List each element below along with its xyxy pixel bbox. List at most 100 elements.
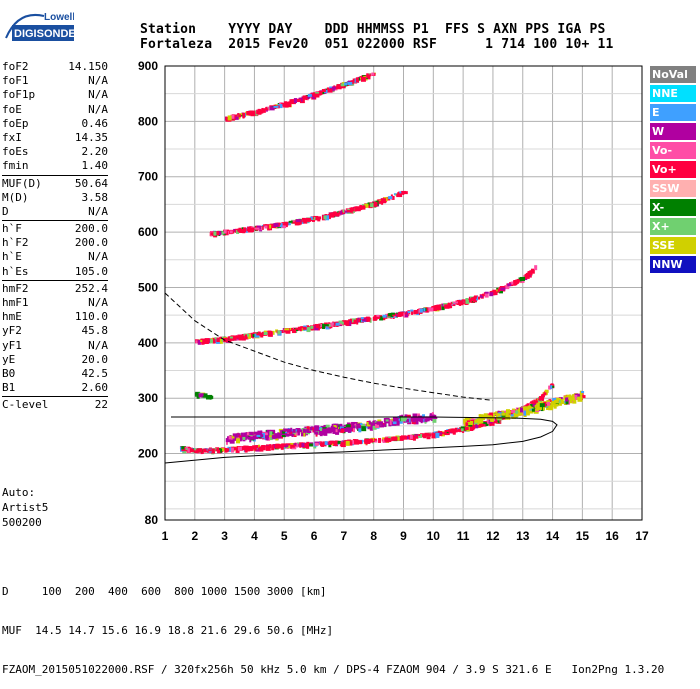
- echo-point: [428, 307, 434, 312]
- echo-point: [473, 424, 477, 428]
- echo-point: [321, 91, 325, 95]
- echo-point: [370, 423, 375, 427]
- echo-point: [409, 434, 413, 439]
- echo-point: [333, 425, 337, 428]
- echo-point: [245, 435, 248, 439]
- echo-point: [414, 435, 418, 439]
- echo-point: [373, 201, 378, 207]
- echo-point: [361, 423, 366, 428]
- echo-point: [286, 428, 291, 433]
- echo-point: [422, 433, 427, 438]
- echo-point: [378, 437, 382, 443]
- auto-scaler-info: Auto: Artist5 500200: [2, 485, 48, 530]
- x-tick-label: 16: [606, 529, 620, 543]
- echo-point: [260, 225, 264, 230]
- echo-point: [309, 216, 313, 220]
- echo-point: [340, 442, 346, 448]
- param-row: foEs 2.20: [2, 145, 108, 159]
- echo-point: [330, 322, 334, 327]
- echo-point: [273, 105, 279, 108]
- echo-point: [367, 202, 370, 206]
- echo-point: [251, 446, 254, 451]
- param-row: h`F2 200.0: [2, 236, 108, 250]
- echo-point: [498, 412, 504, 418]
- x-tick-label: 1: [162, 529, 169, 543]
- echo-point: [480, 415, 484, 418]
- echo-point: [290, 99, 295, 102]
- echo-point: [238, 114, 242, 118]
- echo-point: [272, 430, 276, 433]
- echo-point: [300, 429, 304, 434]
- echo-point: [342, 426, 346, 429]
- echo-point: [375, 423, 380, 428]
- param-label: h`E: [2, 250, 22, 264]
- param-label: h`F: [2, 222, 22, 236]
- echo-point: [343, 440, 347, 445]
- echo-point: [277, 330, 281, 335]
- echo-point: [441, 305, 445, 311]
- echo-point: [559, 399, 564, 405]
- x-tick-label: 8: [370, 529, 377, 543]
- param-label: foEs: [2, 145, 29, 159]
- echo-point: [397, 313, 402, 317]
- echo-point: [364, 203, 369, 208]
- echo-point: [381, 316, 386, 321]
- echo-point: [431, 433, 437, 439]
- echo-point: [308, 443, 313, 447]
- x-tick-label: 10: [427, 529, 441, 543]
- echo-point: [289, 442, 295, 446]
- echo-point: [240, 432, 244, 437]
- echo-point: [282, 223, 287, 226]
- echo-point: [237, 228, 241, 232]
- param-label: B0: [2, 366, 16, 380]
- echo-point: [265, 445, 271, 451]
- echo-point: [382, 314, 387, 318]
- param-value: 200.0: [74, 222, 108, 236]
- echo-point: [354, 439, 360, 445]
- echo-point: [546, 400, 551, 404]
- echo-point: [530, 269, 535, 274]
- param-row: B0 42.5: [2, 367, 108, 381]
- param-row: hmF2 252.4: [2, 282, 108, 296]
- echo-point: [497, 411, 502, 414]
- param-separator: [2, 279, 108, 281]
- echo-point: [525, 404, 530, 408]
- trace-o-trace-2nd-hop: [195, 265, 538, 345]
- echo-point: [535, 407, 539, 411]
- echo-point: [236, 229, 240, 234]
- echo-point: [566, 397, 571, 401]
- param-value: 22: [94, 398, 108, 412]
- echo-point: [476, 296, 481, 300]
- echo-point: [247, 227, 253, 233]
- x-tick-label: 6: [311, 529, 318, 543]
- echo-point: [255, 445, 259, 449]
- x-tick-label: 3: [221, 529, 228, 543]
- echo-point: [247, 333, 251, 339]
- param-value: N/A: [88, 88, 108, 102]
- echo-point: [347, 422, 351, 425]
- echo-point: [360, 76, 366, 82]
- echo-point: [302, 218, 305, 223]
- echo-point: [404, 312, 408, 318]
- echo-point: [388, 313, 392, 317]
- echo-point: [581, 395, 586, 399]
- echo-point: [297, 98, 302, 102]
- param-row: yF2 45.8: [2, 324, 108, 338]
- echo-point: [504, 285, 510, 290]
- echo-point: [372, 425, 377, 430]
- y-tick-label: 80: [145, 513, 159, 527]
- echo-point: [431, 412, 434, 416]
- echo-point: [345, 320, 350, 326]
- echo-point: [548, 404, 553, 409]
- echo-point: [339, 423, 343, 427]
- param-label: h`F2: [2, 236, 29, 250]
- echo-point: [485, 421, 489, 426]
- echo-point: [243, 227, 247, 233]
- echo-point: [552, 397, 557, 401]
- echo-point: [253, 431, 258, 435]
- echo-point: [544, 389, 549, 393]
- footer-muf-row: MUF 14.5 14.7 15.6 16.9 18.8 21.6 29.6 5…: [2, 624, 334, 637]
- footer-info: D 100 200 400 600 800 1000 1500 3000 [km…: [2, 559, 664, 689]
- echo-point: [443, 431, 447, 435]
- echo-point: [505, 413, 509, 416]
